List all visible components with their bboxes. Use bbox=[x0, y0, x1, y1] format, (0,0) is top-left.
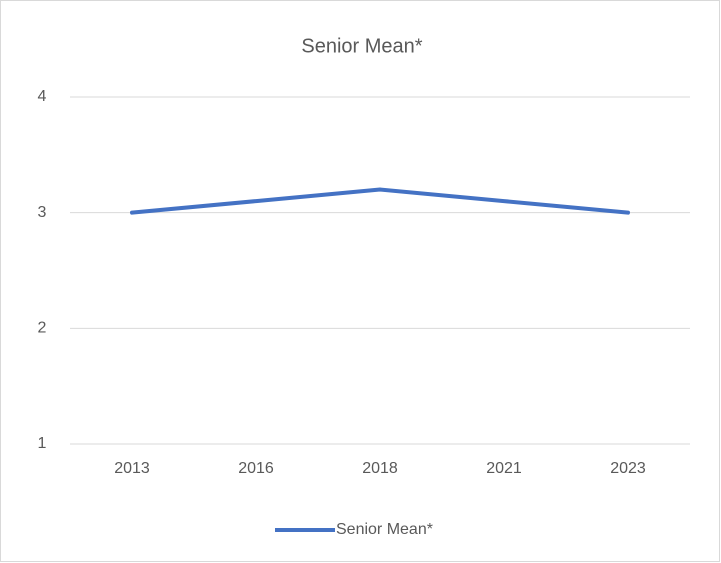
chart-title: Senior Mean* bbox=[301, 35, 422, 57]
x-tick-label: 2023 bbox=[610, 460, 646, 477]
y-tick-label: 4 bbox=[38, 88, 47, 105]
x-tick-label: 2016 bbox=[238, 460, 274, 477]
series-line bbox=[130, 187, 630, 215]
x-tick-label: 2018 bbox=[362, 460, 398, 477]
y-tick-label: 1 bbox=[38, 435, 47, 452]
legend-label: Senior Mean* bbox=[336, 521, 433, 538]
y-tick-label: 2 bbox=[38, 320, 47, 337]
x-tick-label: 2021 bbox=[486, 460, 522, 477]
y-tick-label: 3 bbox=[38, 204, 47, 221]
x-tick-label: 2013 bbox=[114, 460, 150, 477]
